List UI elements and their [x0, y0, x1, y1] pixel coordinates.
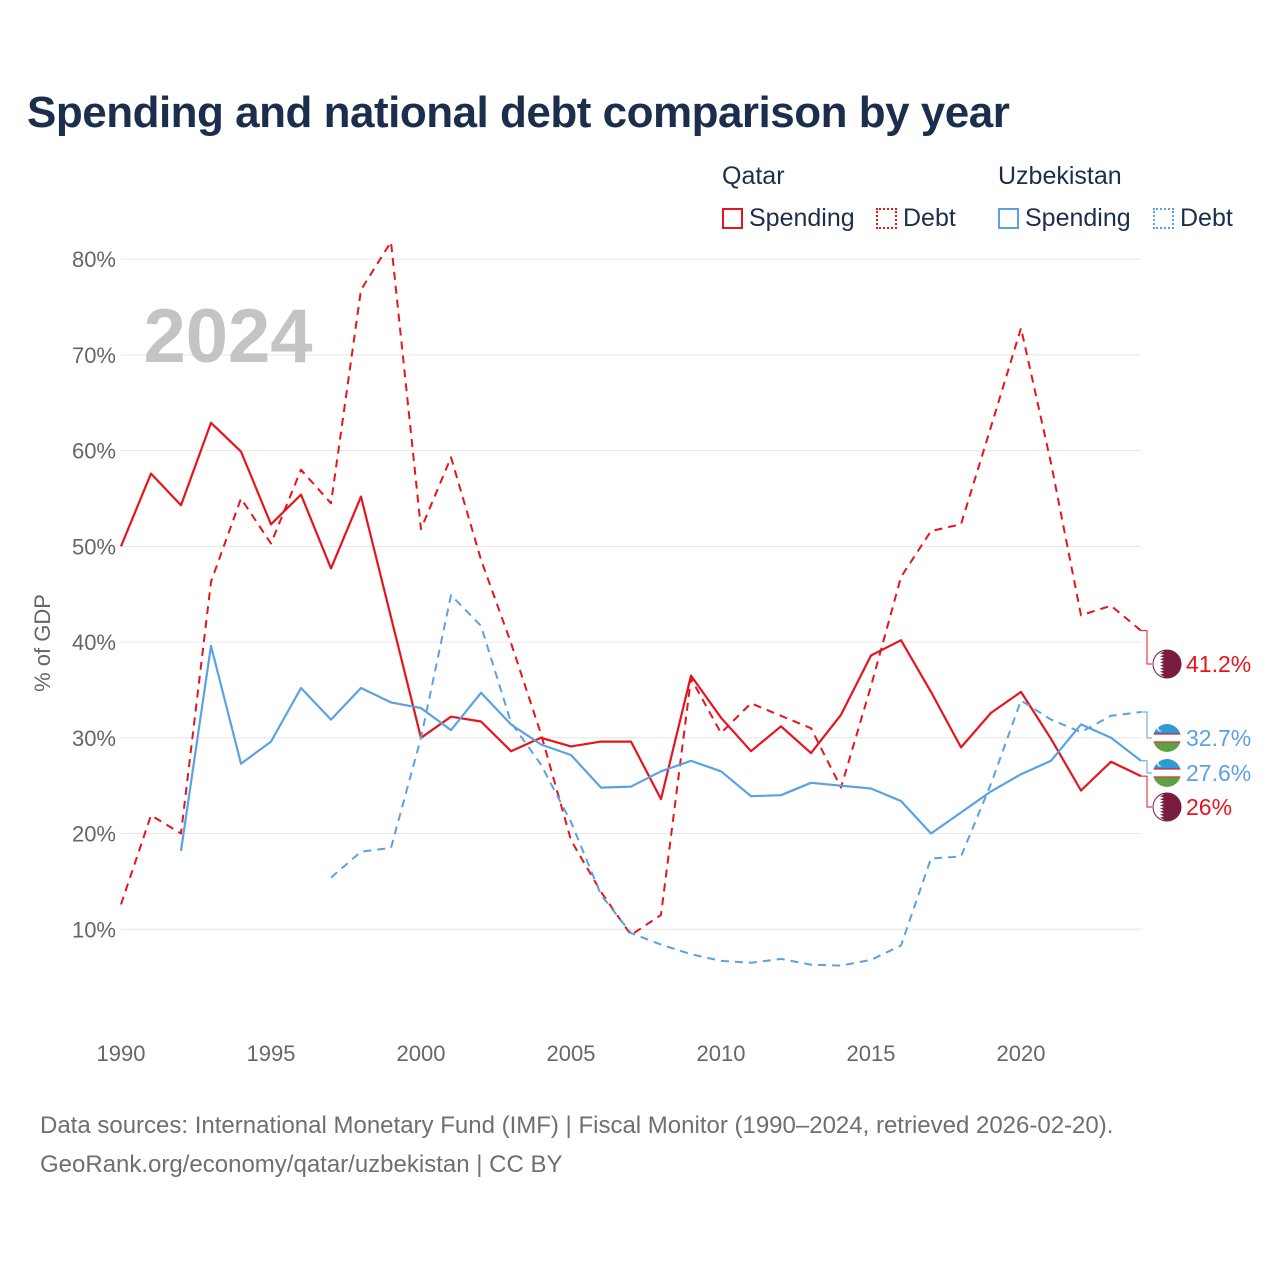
x-tick-label: 1990 [97, 1041, 146, 1066]
y-tick-label: 10% [72, 917, 116, 942]
y-tick-label: 40% [72, 630, 116, 655]
x-tick-label: 2020 [997, 1041, 1046, 1066]
legend-item-qatar-debt[interactable]: Debt [876, 204, 956, 233]
legend-label: Debt [1180, 204, 1233, 232]
y-tick-label: 30% [72, 726, 116, 751]
legend-group-title-qatar: Qatar [722, 162, 785, 190]
y-tick-label: 50% [72, 534, 116, 559]
end-value-label: 27.6% [1186, 760, 1251, 786]
legend-group-title-uzbekistan: Uzbekistan [998, 162, 1122, 190]
uzbekistan-flag-icon [1153, 724, 1181, 752]
end-label-leader [1141, 760, 1152, 774]
line-chart: 2024 10% 20% 30% 40% 50% 60% 70% 80% 1990 1995 20… [30, 240, 1251, 1066]
legend-item-uzbekistan-spending[interactable]: Spending [998, 204, 1131, 233]
y-tick-label: 80% [72, 247, 116, 272]
year-watermark: 2024 [143, 294, 312, 379]
x-tick-label: 2005 [547, 1041, 596, 1066]
legend-item-qatar-spending[interactable]: Spending [722, 204, 855, 233]
end-value-label: 41.2% [1186, 651, 1251, 677]
y-axis-label: % of GDP [30, 594, 55, 692]
y-axis: 10% 20% 30% 40% 50% 60% 70% 80% [72, 247, 116, 942]
x-tick-label: 2010 [697, 1041, 746, 1066]
x-axis: 1990 1995 2000 2005 2010 2015 2020 [97, 1041, 1046, 1066]
x-tick-label: 2015 [847, 1041, 896, 1066]
end-value-label: 26% [1186, 794, 1232, 820]
dotted-swatch-icon [876, 208, 897, 229]
solid-swatch-icon [722, 208, 743, 229]
footer-url: GeoRank.org/economy/qatar/uzbekistan | C… [40, 1151, 563, 1178]
dotted-swatch-icon [1153, 208, 1174, 229]
legend-label: Debt [903, 204, 956, 232]
footer: Data sources: International Monetary Fun… [40, 1106, 1113, 1184]
qatar-flag-icon [1152, 792, 1182, 822]
end-label-leader [1141, 775, 1152, 808]
chart-title: Spending and national debt comparison by… [27, 88, 1010, 137]
legend-label: Spending [749, 204, 855, 232]
series-line [119, 421, 1142, 801]
legend-label: Spending [1025, 204, 1131, 232]
solid-swatch-icon [998, 208, 1019, 229]
series-line [179, 644, 1142, 851]
series [119, 240, 1142, 967]
end-label-leader [1141, 711, 1152, 739]
y-tick-label: 60% [72, 439, 116, 464]
y-tick-label: 20% [72, 822, 116, 847]
end-value-label: 32.7% [1186, 725, 1251, 751]
series-line [330, 594, 1142, 967]
series-line [120, 240, 1142, 936]
legend-item-uzbekistan-debt[interactable]: Debt [1153, 204, 1233, 233]
qatar-flag-icon [1152, 649, 1182, 679]
x-tick-label: 2000 [397, 1041, 446, 1066]
end-label-leader [1141, 630, 1152, 665]
x-tick-label: 1995 [247, 1041, 296, 1066]
end-labels: 41.2% 32.7% 27.6% 26% [1141, 630, 1251, 822]
y-tick-label: 70% [72, 343, 116, 368]
grid [121, 258, 1141, 930]
uzbekistan-flag-icon [1153, 759, 1181, 787]
footer-sources: Data sources: International Monetary Fun… [40, 1112, 1114, 1139]
